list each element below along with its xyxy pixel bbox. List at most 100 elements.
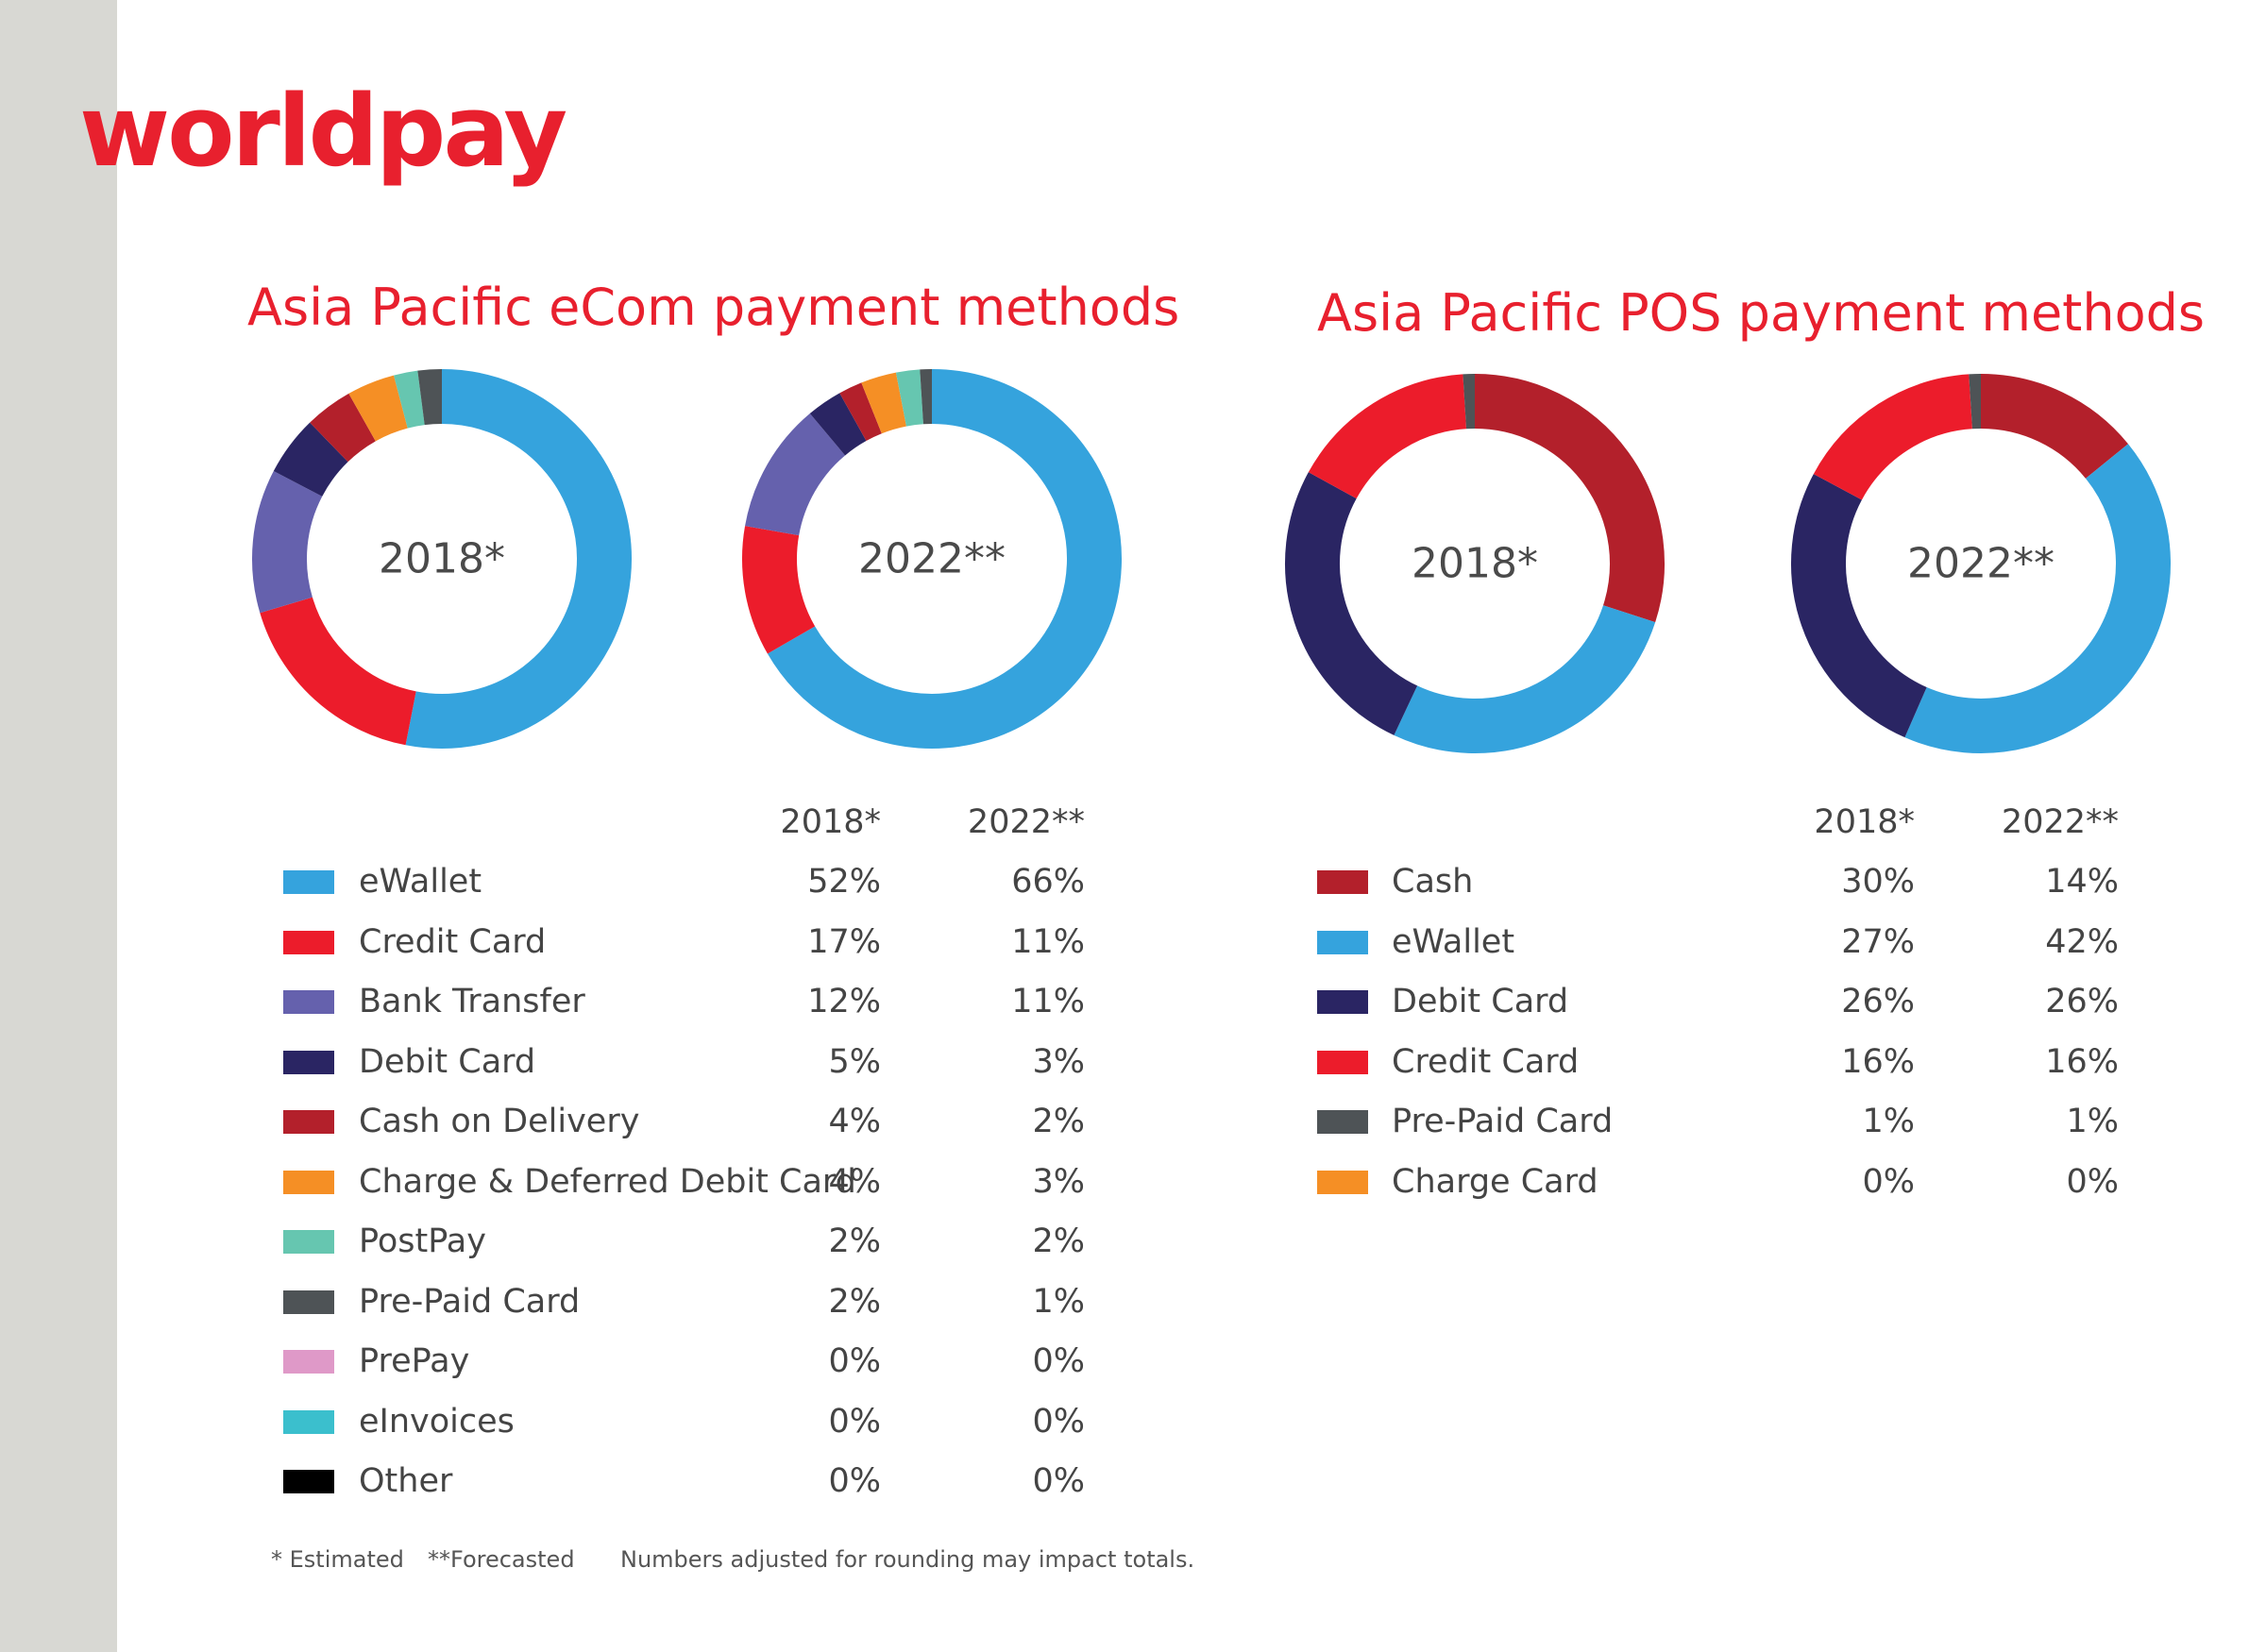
pos-legend-label-charge-card: Charge Card bbox=[1392, 1162, 1598, 1201]
ecom-legend-swatch-cash-on-delivery bbox=[283, 1110, 334, 1134]
ecom-slice-ewallet-1 bbox=[767, 369, 1122, 749]
ecom-legend-label-debit-card: Debit Card bbox=[359, 1042, 536, 1081]
ecom-value-einvoices-1: 0% bbox=[1032, 1402, 1085, 1441]
ecom-value-charge-and-deferred-debit-card-0: 4% bbox=[828, 1162, 881, 1201]
ecom-value-other-0: 0% bbox=[828, 1462, 881, 1500]
pos-legend-label-debit-card: Debit Card bbox=[1392, 983, 1569, 1020]
ecom-donut-year-label-0: 2018* bbox=[379, 535, 505, 583]
ecom-slice-bank-transfer-1 bbox=[745, 413, 846, 536]
pos-value-debit-card-0: 26% bbox=[1841, 983, 1915, 1020]
ecom-legend-label-cash-on-delivery: Cash on Delivery bbox=[359, 1103, 640, 1140]
ecom-legend-label-pre-paid-card: Pre-Paid Card bbox=[359, 1282, 581, 1321]
left-sidebar-band bbox=[0, 0, 117, 1652]
ecom-legend-swatch-prepay bbox=[283, 1350, 334, 1374]
pos-value-charge-card-1: 0% bbox=[2066, 1162, 2119, 1201]
pos-slice-credit-card-0 bbox=[1308, 374, 1467, 499]
ecom-legend-label-other: Other bbox=[359, 1462, 453, 1500]
ecom-slice-pre-paid-card-0 bbox=[417, 369, 443, 426]
pos-value-credit-card-0: 16% bbox=[1841, 1042, 1915, 1081]
pos-slice-debit-card-1 bbox=[1791, 474, 1928, 738]
ecom-slice-cash-on-delivery-0 bbox=[310, 393, 377, 463]
ecom-slice-credit-card-0 bbox=[260, 597, 417, 746]
ecom-value-cash-on-delivery-0: 4% bbox=[828, 1103, 881, 1140]
footnote-rounding: Numbers adjusted for rounding may impact… bbox=[620, 1546, 1195, 1573]
ecom-legend-swatch-credit-card bbox=[283, 930, 334, 954]
footnote-estimated: * Estimated bbox=[271, 1546, 404, 1573]
ecom-legend-swatch-ewallet bbox=[283, 870, 334, 894]
pos-legend-label-cash: Cash bbox=[1392, 863, 1474, 901]
ecom-slice-postpay-1 bbox=[895, 369, 924, 427]
ecom-value-postpay-1: 2% bbox=[1032, 1222, 1085, 1260]
ecom-slice-charge-and-deferred-debit-card-0 bbox=[348, 375, 409, 442]
pos-chart-title: Asia Pacific POS payment methods bbox=[1317, 283, 2206, 343]
pos-value-pre-paid-card-1: 1% bbox=[2066, 1103, 2119, 1140]
pos-value-credit-card-1: 16% bbox=[2045, 1042, 2119, 1081]
pos-value-cash-0: 30% bbox=[1841, 863, 1915, 901]
pos-legend-swatch-ewallet bbox=[1317, 930, 1368, 954]
ecom-value-ewallet-1: 66% bbox=[1011, 863, 1085, 901]
ecom-value-charge-and-deferred-debit-card-1: 3% bbox=[1032, 1162, 1085, 1201]
pos-legend-label-pre-paid-card: Pre-Paid Card bbox=[1392, 1103, 1614, 1140]
ecom-legend-label-bank-transfer: Bank Transfer bbox=[359, 983, 585, 1020]
worldpay-logo: worldpay bbox=[79, 74, 567, 189]
ecom-slice-bank-transfer-0 bbox=[252, 471, 323, 614]
ecom-slice-debit-card-0 bbox=[273, 422, 349, 497]
pos-slice-cash-1 bbox=[1980, 374, 2128, 480]
ecom-value-pre-paid-card-1: 1% bbox=[1032, 1282, 1085, 1321]
ecom-value-other-1: 0% bbox=[1032, 1462, 1085, 1500]
pos-legend-label-ewallet: eWallet bbox=[1392, 922, 1515, 961]
ecom-donut-1: 2022** bbox=[742, 369, 1122, 749]
ecom-legend-swatch-einvoices bbox=[283, 1409, 334, 1434]
ecom-legend-label-einvoices: eInvoices bbox=[359, 1402, 515, 1441]
pos-donut-0: 2018* bbox=[1285, 374, 1665, 753]
ecom-legend-label-credit-card: Credit Card bbox=[359, 922, 547, 961]
ecom-col-head-0: 2018* bbox=[780, 803, 881, 841]
ecom-slice-charge-and-deferred-debit-card-1 bbox=[861, 372, 907, 434]
ecom-value-debit-card-1: 3% bbox=[1032, 1042, 1085, 1081]
pos-value-pre-paid-card-0: 1% bbox=[1862, 1103, 1915, 1140]
ecom-value-ewallet-0: 52% bbox=[807, 863, 881, 901]
ecom-slice-postpay-0 bbox=[394, 370, 426, 429]
ecom-legend-swatch-bank-transfer bbox=[283, 990, 334, 1014]
pos-legend-swatch-cash bbox=[1317, 870, 1368, 894]
ecom-legend-swatch-debit-card bbox=[283, 1050, 334, 1074]
ecom-legend-swatch-other bbox=[283, 1470, 334, 1493]
ecom-slice-credit-card-1 bbox=[742, 526, 816, 654]
pos-slice-ewallet-1 bbox=[1904, 444, 2171, 753]
ecom-value-einvoices-0: 0% bbox=[828, 1402, 881, 1441]
ecom-value-prepay-1: 0% bbox=[1032, 1342, 1085, 1380]
ecom-slice-debit-card-1 bbox=[809, 393, 868, 456]
ecom-value-debit-card-0: 5% bbox=[828, 1042, 881, 1081]
ecom-donut-year-label-1: 2022** bbox=[858, 535, 1006, 583]
ecom-slice-cash-on-delivery-1 bbox=[839, 382, 883, 442]
ecom-legend-swatch-charge-and-deferred-debit-card bbox=[283, 1170, 334, 1194]
ecom-legend-label-postpay: PostPay bbox=[359, 1222, 486, 1260]
pos-donut-1: 2022** bbox=[1791, 374, 2171, 753]
pos-slice-credit-card-1 bbox=[1813, 374, 1973, 501]
pos-donut-year-label-1: 2022** bbox=[1907, 540, 2055, 588]
ecom-legend-label-prepay: PrePay bbox=[359, 1342, 470, 1380]
footnote-forecasted: **Forecasted bbox=[428, 1546, 575, 1573]
pos-slice-debit-card-0 bbox=[1285, 472, 1418, 735]
ecom-legend-swatch-postpay bbox=[283, 1230, 334, 1254]
pos-value-debit-card-1: 26% bbox=[2045, 983, 2119, 1020]
pos-slice-ewallet-0 bbox=[1394, 604, 1656, 753]
pos-col-head-0: 2018* bbox=[1814, 803, 1915, 841]
pos-legend-swatch-credit-card bbox=[1317, 1050, 1368, 1074]
pos-col-head-1: 2022** bbox=[2001, 803, 2119, 841]
ecom-value-cash-on-delivery-1: 2% bbox=[1032, 1103, 1085, 1140]
ecom-legend-swatch-pre-paid-card bbox=[283, 1290, 334, 1314]
pos-value-ewallet-0: 27% bbox=[1841, 922, 1915, 961]
pos-value-cash-1: 14% bbox=[2045, 863, 2119, 901]
pos-legend-swatch-pre-paid-card bbox=[1317, 1110, 1368, 1134]
pos-value-charge-card-0: 0% bbox=[1862, 1162, 1915, 1201]
ecom-chart-title: Asia Pacific eCom payment methods bbox=[247, 278, 1180, 337]
pos-value-ewallet-1: 42% bbox=[2045, 922, 2119, 961]
ecom-legend-label-ewallet: eWallet bbox=[359, 863, 482, 901]
pos-legend-label-credit-card: Credit Card bbox=[1392, 1042, 1580, 1081]
ecom-value-bank-transfer-1: 11% bbox=[1011, 983, 1085, 1020]
pos-slice-cash-0 bbox=[1474, 374, 1665, 623]
ecom-legend-label-charge-and-deferred-debit-card: Charge & Deferred Debit Card bbox=[359, 1162, 856, 1201]
ecom-col-head-1: 2022** bbox=[967, 803, 1085, 841]
ecom-value-prepay-0: 0% bbox=[828, 1342, 881, 1380]
